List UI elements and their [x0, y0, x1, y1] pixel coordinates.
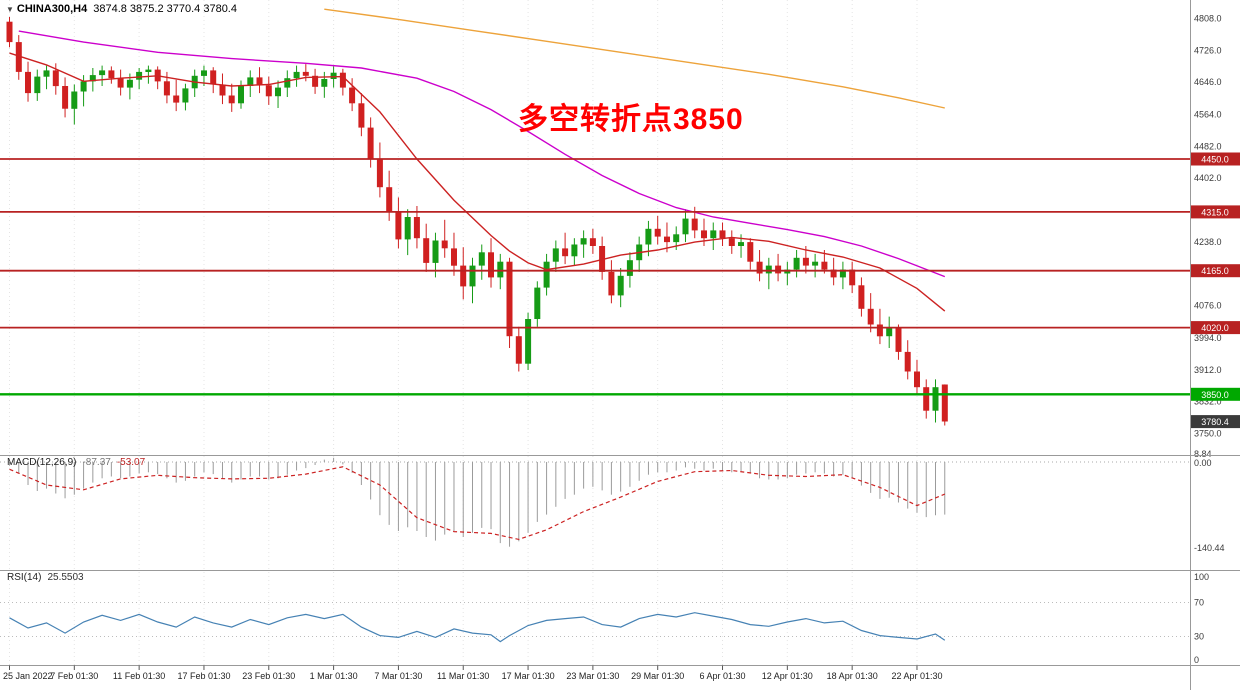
price-axis: 4808.04726.04646.04564.04482.04402.04320…	[1194, 14, 1222, 439]
time-axis-label: 11 Mar 01:30	[437, 671, 489, 681]
price-axis-label: 3832.0	[1194, 396, 1222, 406]
svg-text:3780.4: 3780.4	[1201, 417, 1229, 427]
price-axis-label: 4726.0	[1194, 46, 1222, 56]
macd-axis-label: 0.00	[1194, 458, 1212, 468]
svg-text:4450.0: 4450.0	[1201, 155, 1229, 165]
time-axis-label: 1 Mar 01:30	[310, 671, 358, 681]
time-axis-label: 18 Apr 01:30	[827, 671, 878, 681]
svg-text:3850.0: 3850.0	[1201, 390, 1229, 400]
svg-text:4315.0: 4315.0	[1201, 207, 1229, 217]
price-axis-label: 3912.0	[1194, 365, 1222, 375]
time-axis-label: 22 Apr 01:30	[891, 671, 942, 681]
time-axis-label: 23 Mar 01:30	[566, 671, 619, 681]
price-axis-label: 4808.0	[1194, 14, 1222, 24]
grid-lines	[9, 0, 918, 665]
macd-axis-label: 8.84	[1194, 449, 1212, 459]
time-axis-label: 17 Feb 01:30	[177, 671, 230, 681]
ma-fast-line	[9, 52, 946, 312]
time-axis-label: 11 Feb 01:30	[113, 671, 165, 681]
time-axis-label: 25 Jan 2022	[3, 671, 53, 681]
price-axis-label: 4402.0	[1194, 173, 1222, 183]
rsi-axis-label: 100	[1194, 572, 1209, 582]
rsi-axis-label: 30	[1194, 632, 1204, 642]
time-axis-label: 29 Mar 01:30	[631, 671, 684, 681]
macd-axis-label: -140.44	[1194, 543, 1225, 553]
candles	[6, 17, 948, 426]
rsi-line	[9, 612, 946, 643]
price-tag: 4450.0	[1191, 152, 1240, 166]
time-axis-label: 17 Mar 01:30	[502, 671, 555, 681]
price-tag: 3850.0	[1191, 387, 1240, 401]
price-axis-label: 4482.0	[1194, 141, 1222, 151]
price-axis-label: 4646.0	[1194, 77, 1222, 87]
time-axis-label: 6 Apr 01:30	[699, 671, 745, 681]
macd-signal-line	[9, 466, 946, 541]
price-axis-label: 3750.0	[1194, 429, 1222, 439]
price-tag: 4020.0	[1191, 321, 1240, 335]
time-axis-label: 7 Mar 01:30	[374, 671, 422, 681]
macd-histogram	[9, 457, 946, 547]
rsi-axis-label: 70	[1194, 598, 1204, 608]
price-axis-label: 3994.0	[1194, 333, 1222, 343]
svg-text:4020.0: 4020.0	[1201, 323, 1229, 333]
price-axis-label: 4564.0	[1194, 109, 1222, 119]
price-tag: 4165.0	[1191, 264, 1240, 278]
price-axis-label: 4238.0	[1194, 237, 1222, 247]
svg-text:4165.0: 4165.0	[1201, 266, 1229, 276]
time-axis-label: 12 Apr 01:30	[762, 671, 813, 681]
price-tag: 3780.4	[1191, 415, 1240, 429]
ma-slow-line	[324, 8, 945, 109]
time-axis-label: 23 Feb 01:30	[242, 671, 295, 681]
ma-mid-line	[18, 30, 946, 278]
time-axis-label: 7 Feb 01:30	[50, 671, 98, 681]
rsi-axis-label: 0	[1194, 655, 1199, 665]
price-tag: 4315.0	[1191, 205, 1240, 219]
price-axis-label: 4076.0	[1194, 301, 1222, 311]
